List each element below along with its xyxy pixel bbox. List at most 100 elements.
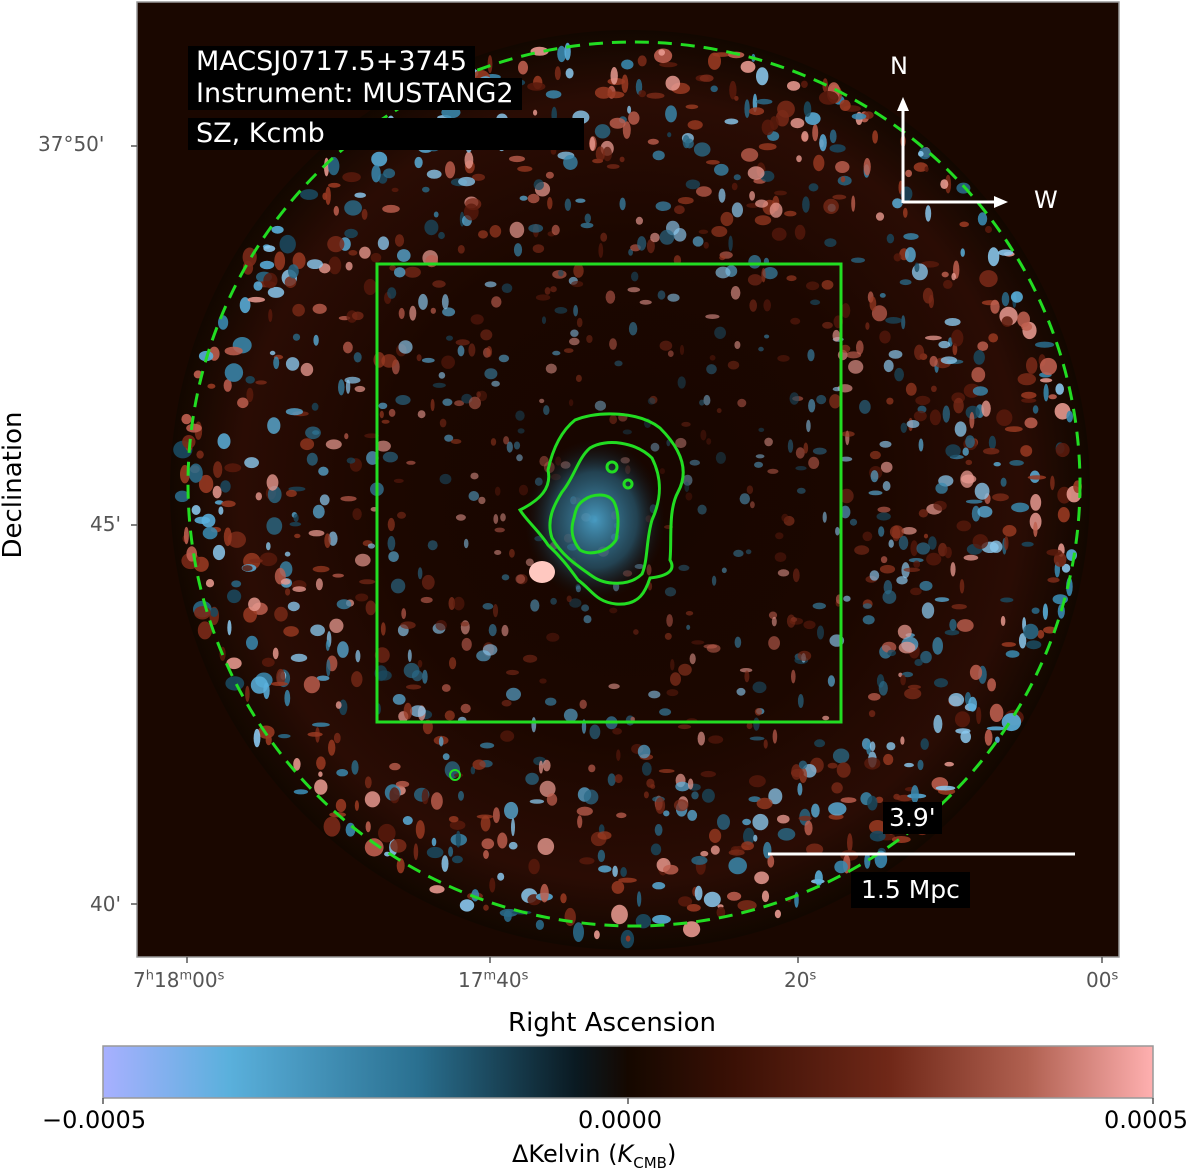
noise-speckle: [1043, 383, 1049, 402]
noise-speckle: [685, 492, 693, 501]
noise-speckle: [547, 197, 553, 210]
noise-speckle: [1037, 629, 1045, 639]
noise-speckle: [231, 580, 242, 588]
noise-speckle: [460, 703, 471, 714]
noise-speckle: [468, 491, 480, 501]
colorbar-min-label: −0.0005: [42, 1106, 147, 1134]
noise-speckle: [746, 485, 754, 495]
noise-speckle: [650, 232, 660, 243]
noise-speckle: [506, 441, 513, 453]
noise-speckle: [627, 105, 632, 114]
noise-speckle: [328, 531, 338, 546]
noise-speckle: [492, 604, 499, 618]
colorbar-mid-label: 0.0000: [578, 1106, 662, 1134]
noise-speckle: [740, 60, 756, 73]
noise-speckle: [478, 496, 486, 505]
noise-speckle: [597, 849, 606, 863]
noise-speckle: [589, 724, 601, 740]
noise-speckle: [292, 586, 307, 592]
noise-speckle: [944, 546, 952, 559]
noise-speckle: [792, 568, 800, 583]
noise-speckle: [692, 236, 704, 247]
noise-speckle: [894, 367, 904, 382]
noise-speckle: [598, 865, 612, 873]
x-tick-label: 00s: [1086, 968, 1119, 992]
noise-speckle: [458, 176, 476, 187]
noise-speckle: [885, 317, 902, 324]
noise-speckle: [183, 526, 189, 545]
noise-speckle: [621, 59, 634, 70]
noise-speckle: [795, 447, 805, 459]
noise-speckle: [525, 772, 539, 785]
noise-speckle: [1055, 383, 1064, 395]
noise-speckle: [381, 354, 397, 368]
noise-speckle: [868, 693, 881, 701]
noise-speckle: [733, 174, 741, 181]
noise-speckle: [612, 865, 618, 877]
noise-speckle: [517, 165, 533, 172]
noise-speckle: [755, 199, 769, 208]
noise-speckle: [744, 670, 750, 683]
noise-speckle: [1035, 341, 1055, 348]
noise-speckle: [1040, 378, 1053, 383]
noise-speckle: [387, 287, 397, 299]
noise-speckle: [367, 543, 375, 549]
noise-speckle: [1009, 460, 1024, 466]
noise-speckle: [316, 675, 330, 681]
noise-speckle: [741, 148, 759, 162]
noise-speckle: [438, 372, 446, 379]
noise-speckle: [851, 257, 865, 263]
noise-speckle: [598, 243, 604, 258]
noise-speckle: [579, 857, 595, 865]
noise-speckle: [586, 335, 593, 343]
noise-speckle: [492, 807, 500, 824]
noise-speckle: [566, 595, 572, 603]
noise-speckle: [612, 728, 622, 735]
noise-speckle: [263, 272, 278, 289]
noise-speckle: [314, 779, 328, 795]
noise-speckle: [806, 419, 811, 433]
noise-speckle: [389, 265, 396, 271]
noise-speckle: [313, 334, 319, 346]
noise-speckle: [570, 329, 579, 337]
noise-speckle: [637, 236, 647, 251]
noise-speckle: [355, 593, 369, 602]
noise-speckle: [543, 405, 550, 416]
noise-speckle: [544, 287, 551, 295]
noise-speckle: [814, 870, 823, 886]
west-label: W: [1034, 186, 1058, 214]
noise-speckle: [974, 482, 990, 500]
y-axis-title: Declination: [0, 411, 28, 559]
noise-speckle: [390, 578, 406, 594]
noise-speckle: [606, 164, 620, 169]
noise-speckle: [918, 150, 924, 157]
noise-speckle: [862, 603, 873, 609]
noise-speckle: [718, 188, 726, 203]
noise-speckle: [976, 706, 982, 725]
noise-speckle: [250, 676, 268, 694]
noise-speckle: [951, 604, 967, 610]
x-tick-label: 17m40s: [458, 968, 529, 992]
noise-speckle: [552, 350, 561, 356]
noise-speckle: [583, 789, 599, 805]
noise-speckle: [944, 761, 954, 767]
noise-speckle: [748, 107, 765, 116]
noise-speckle: [685, 611, 694, 616]
noise-speckle: [849, 518, 858, 526]
noise-speckle: [720, 211, 734, 227]
noise-speckle: [928, 536, 937, 550]
noise-speckle: [328, 256, 342, 275]
colorbar-max-label: 0.0005: [1104, 1106, 1188, 1134]
noise-speckle: [977, 506, 993, 518]
noise-speckle: [506, 687, 521, 701]
noise-speckle: [697, 504, 707, 515]
noise-speckle: [983, 447, 1000, 455]
noise-speckle: [715, 451, 727, 464]
noise-speckle: [439, 473, 452, 485]
noise-speckle: [266, 542, 271, 551]
noise-speckle: [832, 748, 850, 764]
noise-speckle: [354, 192, 367, 198]
noise-speckle: [665, 75, 681, 91]
noise-speckle: [448, 846, 454, 857]
noise-speckle: [422, 186, 430, 193]
